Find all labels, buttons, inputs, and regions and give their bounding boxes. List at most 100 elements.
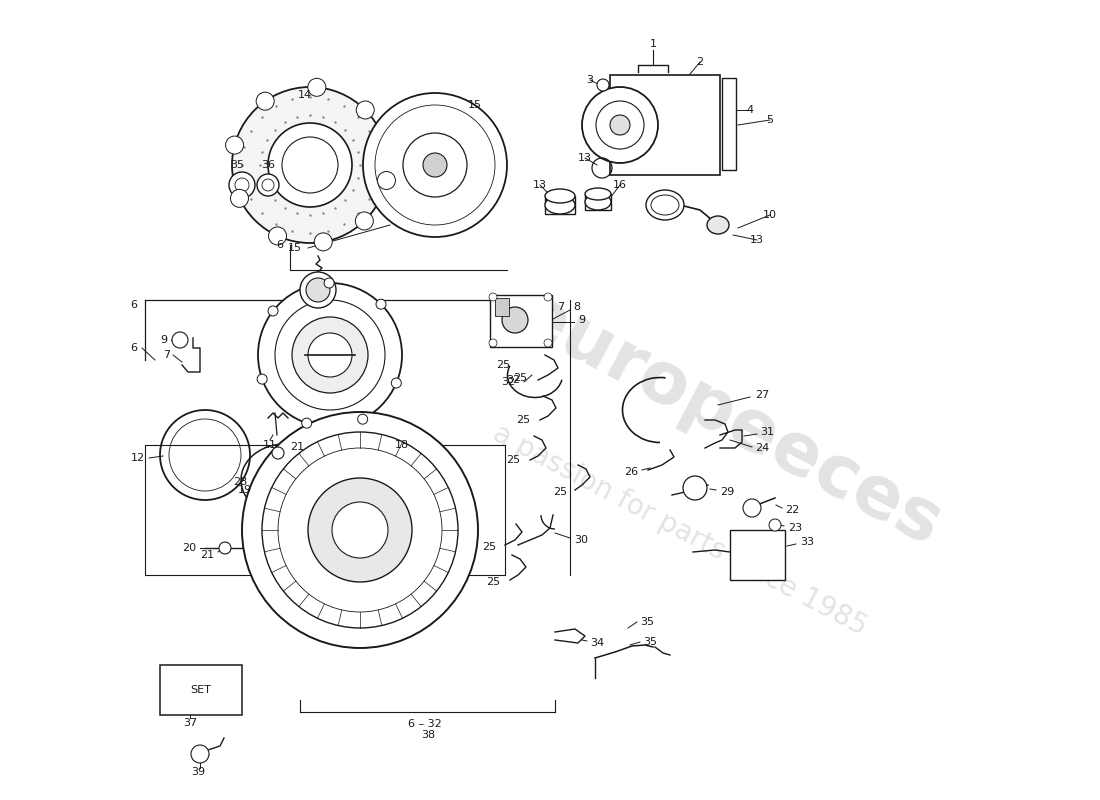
Circle shape	[268, 123, 352, 207]
Text: 6 – 32: 6 – 32	[408, 719, 442, 729]
Circle shape	[769, 519, 781, 531]
Ellipse shape	[544, 189, 575, 203]
Text: 18: 18	[395, 440, 409, 450]
Circle shape	[332, 502, 388, 558]
Text: 38: 38	[421, 730, 436, 740]
Text: 28: 28	[233, 477, 248, 487]
Circle shape	[683, 476, 707, 500]
Circle shape	[610, 115, 630, 135]
Bar	[495, 298, 509, 316]
Circle shape	[191, 745, 209, 763]
Text: europeeces: europeeces	[506, 279, 954, 561]
Text: 35: 35	[640, 617, 654, 627]
Text: 6: 6	[130, 343, 138, 353]
Ellipse shape	[544, 196, 575, 214]
Circle shape	[490, 293, 497, 301]
Bar	[722, 78, 736, 170]
Text: 13: 13	[750, 235, 764, 245]
Circle shape	[392, 378, 402, 388]
Circle shape	[229, 172, 255, 198]
Bar	[730, 530, 785, 580]
Text: 6: 6	[130, 300, 138, 310]
Text: 37: 37	[183, 718, 197, 728]
Ellipse shape	[585, 194, 611, 210]
Text: 13: 13	[534, 180, 547, 190]
Text: 25: 25	[516, 415, 530, 425]
Bar	[585, 194, 611, 210]
Text: 1: 1	[649, 39, 657, 49]
Text: 16: 16	[613, 180, 627, 190]
Text: 7: 7	[163, 350, 170, 360]
Text: 33: 33	[800, 537, 814, 547]
Circle shape	[257, 174, 279, 196]
Circle shape	[242, 412, 478, 648]
Text: 3: 3	[586, 75, 594, 85]
Bar	[490, 295, 552, 347]
Text: 21: 21	[290, 442, 304, 452]
Circle shape	[315, 233, 332, 251]
Circle shape	[300, 272, 336, 308]
Text: 35: 35	[644, 637, 657, 647]
Text: 13: 13	[578, 153, 592, 163]
Circle shape	[424, 153, 447, 177]
Bar	[610, 75, 720, 175]
Text: 25: 25	[486, 577, 500, 587]
Text: 29: 29	[720, 487, 735, 497]
Text: 27: 27	[755, 390, 769, 400]
Text: 2: 2	[696, 57, 704, 67]
Circle shape	[376, 299, 386, 310]
Circle shape	[355, 212, 373, 230]
Text: SET: SET	[190, 685, 211, 695]
Ellipse shape	[651, 195, 679, 215]
Ellipse shape	[585, 188, 611, 200]
Text: 39: 39	[191, 767, 205, 777]
Text: 7: 7	[557, 302, 564, 312]
Text: 31: 31	[760, 427, 774, 437]
Text: 32: 32	[500, 377, 515, 387]
Text: 5: 5	[767, 115, 773, 125]
Circle shape	[358, 414, 367, 424]
Circle shape	[544, 339, 552, 347]
Ellipse shape	[646, 190, 684, 220]
Text: 14: 14	[298, 90, 312, 100]
Circle shape	[268, 227, 286, 245]
Ellipse shape	[707, 216, 729, 234]
Circle shape	[258, 283, 402, 427]
Circle shape	[308, 333, 352, 377]
Circle shape	[226, 136, 243, 154]
Circle shape	[308, 78, 326, 96]
Text: 6: 6	[276, 240, 283, 250]
Text: 9: 9	[578, 315, 585, 325]
Text: a passion for parts since 1985: a passion for parts since 1985	[488, 419, 872, 641]
Circle shape	[231, 190, 249, 207]
Circle shape	[272, 447, 284, 459]
Circle shape	[356, 101, 374, 119]
Text: 4: 4	[747, 105, 754, 115]
Circle shape	[742, 499, 761, 517]
Text: 8: 8	[573, 302, 580, 312]
Text: 35: 35	[230, 160, 244, 170]
Text: 15: 15	[288, 243, 302, 253]
Circle shape	[172, 332, 188, 348]
Circle shape	[582, 87, 658, 163]
Text: 12: 12	[131, 453, 145, 463]
Circle shape	[257, 374, 267, 384]
Circle shape	[232, 87, 388, 243]
Text: 20: 20	[182, 543, 196, 553]
Bar	[544, 196, 575, 214]
Text: 32: 32	[506, 375, 520, 385]
Text: 9: 9	[160, 335, 167, 345]
Text: 26: 26	[624, 467, 638, 477]
Text: 15: 15	[468, 100, 482, 110]
Circle shape	[268, 306, 278, 316]
Text: 25: 25	[496, 360, 510, 370]
Circle shape	[363, 93, 507, 237]
Circle shape	[490, 339, 497, 347]
Text: 34: 34	[590, 638, 604, 648]
Circle shape	[308, 478, 412, 582]
Text: 23: 23	[788, 523, 802, 533]
Text: 25: 25	[553, 487, 566, 497]
Text: 24: 24	[755, 443, 769, 453]
Circle shape	[292, 317, 368, 393]
Circle shape	[306, 278, 330, 302]
